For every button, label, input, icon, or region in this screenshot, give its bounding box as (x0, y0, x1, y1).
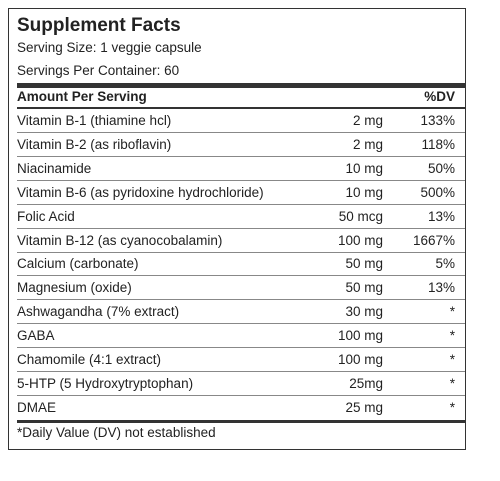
row-rule (17, 179, 465, 181)
nutrient-name: Folic Acid (17, 208, 75, 224)
rule (17, 107, 465, 109)
label-box: Supplement Facts Serving Size: 1 veggie … (8, 8, 466, 450)
amount: 25 mg (345, 399, 383, 415)
amount: 2 mg (352, 113, 383, 128)
nutrient-name: Vitamin B-6 (as pyridoxine hydrochloride… (17, 184, 264, 200)
thick-rule (17, 420, 465, 423)
amount: 50 mcg (338, 208, 383, 224)
daily-value: 133% (420, 113, 455, 128)
nutrient-name: Calcium (carbonate) (17, 256, 139, 272)
row-rule (17, 394, 465, 396)
nutrient-name: 5-HTP (5 Hydroxytryptophan) (17, 375, 194, 391)
row-rule (17, 155, 465, 157)
row-rule (17, 251, 465, 253)
nutrient-name: DMAE (17, 399, 57, 415)
row-rule (17, 227, 465, 229)
row-rule (17, 323, 465, 325)
daily-value: 500% (420, 184, 455, 200)
amount: 100 mg (337, 232, 383, 248)
amount: 10 mg (345, 184, 383, 200)
row-rule (17, 203, 465, 205)
daily-value: 50% (427, 160, 455, 176)
amount: 30 mg (345, 304, 383, 320)
daily-value: * (449, 328, 455, 344)
daily-value: * (449, 375, 455, 391)
footnote: *Daily Value (DV) not established (17, 425, 216, 440)
serving-size: Serving Size: 1 veggie capsule (17, 40, 202, 55)
amount: 50 mg (345, 256, 383, 272)
thick-rule (17, 83, 465, 88)
nutrient-name: Chamomile (4:1 extract) (17, 352, 162, 367)
daily-value: 1667% (412, 232, 455, 248)
amount: 25mg (349, 375, 383, 391)
row-rule (17, 371, 465, 372)
row-rule (17, 347, 465, 349)
daily-value: * (449, 304, 455, 320)
title: Supplement Facts (17, 15, 181, 36)
amount: 100 mg (337, 328, 383, 344)
row-rule (17, 132, 465, 133)
daily-value: * (449, 399, 455, 415)
nutrient-name: GABA (17, 328, 55, 344)
nutrient-name: Magnesium (oxide) (17, 280, 132, 296)
servings-per-container: Servings Per Container: 60 (17, 63, 180, 78)
nutrient-name: Ashwagandha (7% extract) (17, 304, 180, 320)
amount: 10 mg (345, 160, 383, 176)
amount: 100 mg (337, 352, 383, 367)
daily-value: * (449, 352, 455, 367)
row-rule (17, 299, 465, 301)
nutrient-name: Vitamin B-2 (as riboflavin) (17, 136, 172, 152)
row-rule (17, 275, 465, 277)
nutrient-name: Vitamin B-1 (thiamine hcl) (17, 113, 172, 128)
daily-value: 13% (427, 280, 455, 296)
dv-header: %DV (424, 89, 455, 104)
amount: 50 mg (345, 280, 383, 296)
daily-value: 5% (435, 256, 455, 272)
daily-value: 13% (427, 208, 455, 224)
amount: 2 mg (352, 136, 383, 152)
nutrient-name: Vitamin B-12 (as cyanocobalamin) (17, 232, 223, 248)
nutrient-name: Niacinamide (17, 160, 92, 176)
daily-value: 118% (421, 136, 455, 152)
amount-header: Amount Per Serving (17, 89, 147, 104)
